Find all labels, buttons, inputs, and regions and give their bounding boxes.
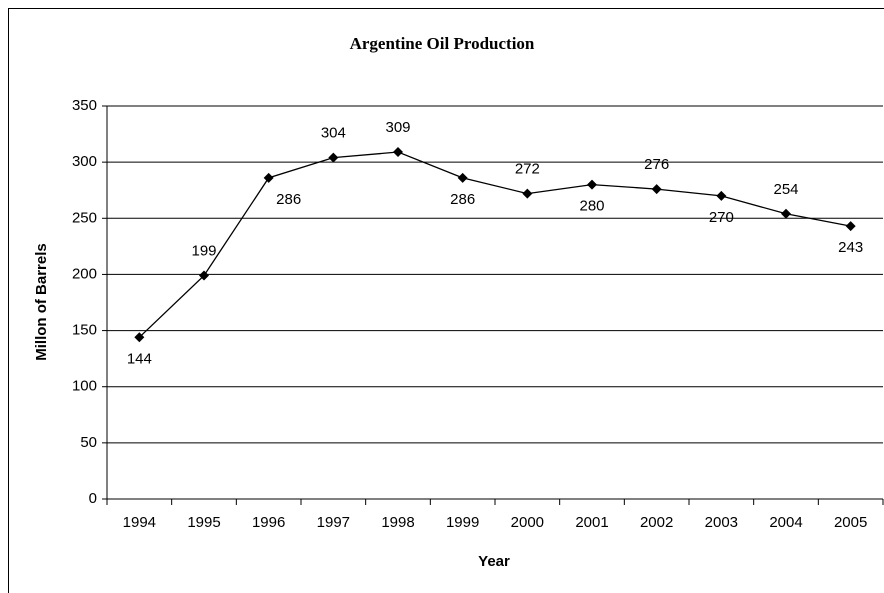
y-tick-label: 250: [72, 209, 97, 226]
data-label: 286: [276, 191, 301, 208]
y-tick-label: 200: [72, 265, 97, 282]
line: [138, 151, 851, 338]
marker: [457, 172, 468, 183]
data-label: 144: [127, 350, 152, 367]
x-tick-label: 2004: [769, 514, 802, 531]
x-tick-label: 2003: [705, 514, 738, 531]
y-tick-label: 150: [72, 322, 97, 339]
x-tick-label: 1998: [381, 514, 414, 531]
x-tick-label: 1996: [252, 514, 285, 531]
marker: [651, 184, 662, 195]
data-label: 272: [515, 161, 540, 178]
chart-title: Argentine Oil Production: [350, 34, 535, 53]
marker: [134, 332, 145, 343]
data-label: 270: [709, 209, 734, 226]
y-axis-title: Millon of Barrels: [33, 243, 50, 361]
x-tick-label: 2001: [575, 514, 608, 531]
marker: [263, 172, 274, 183]
marker: [845, 221, 856, 232]
marker: [199, 270, 209, 281]
marker: [587, 179, 597, 190]
data-label: 276: [644, 156, 669, 173]
x-tick-label: 2005: [834, 514, 867, 531]
y-tick-label: 350: [72, 97, 97, 114]
x-tick-label: 1995: [187, 514, 220, 531]
marker: [328, 152, 339, 163]
y-tick-label: 50: [80, 434, 97, 451]
x-tick-label: 2002: [640, 514, 673, 531]
y-tick-label: 0: [89, 490, 97, 507]
x-tick-label: 1997: [317, 514, 350, 531]
x-tick-label: 1994: [123, 514, 156, 531]
y-tick-label: 300: [72, 153, 97, 170]
data-label: 199: [191, 243, 216, 260]
data-label: 304: [321, 125, 346, 142]
marker: [716, 190, 727, 201]
x-tick-label: 1999: [446, 514, 479, 531]
data-label: 309: [385, 119, 410, 136]
y-tick-label: 100: [72, 378, 97, 395]
x-axis-title: Year: [478, 553, 510, 570]
chart-frame: [8, 8, 884, 593]
data-label: 280: [579, 198, 604, 215]
data-label: 286: [450, 191, 475, 208]
marker: [781, 208, 791, 219]
x-tick-label: 2000: [511, 514, 544, 531]
marker: [522, 188, 533, 199]
data-label: 243: [838, 239, 863, 256]
marker: [393, 147, 403, 158]
data-label: 254: [773, 181, 798, 198]
